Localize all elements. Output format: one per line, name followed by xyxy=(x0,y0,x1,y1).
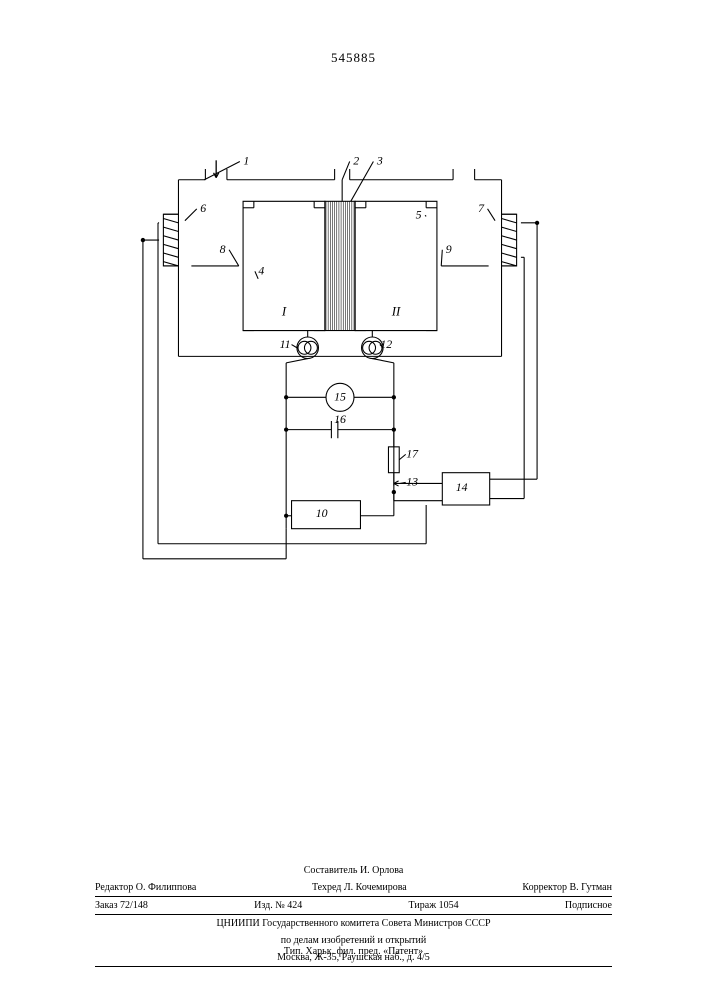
svg-text:7: 7 xyxy=(478,201,485,215)
svg-text:3: 3 xyxy=(376,154,383,168)
svg-text:12: 12 xyxy=(380,337,392,351)
order-row: Заказ 72/148 Изд. № 424 Тираж 1054 Подпи… xyxy=(95,897,612,915)
svg-text:13: 13 xyxy=(406,475,418,489)
compiler-name: И. Орлова xyxy=(360,865,403,876)
order-label: Заказ xyxy=(95,900,118,911)
subscription: Подписное xyxy=(565,898,612,913)
svg-text:15: 15 xyxy=(334,390,346,404)
schematic-diagram: III1234567891011121314151617 xyxy=(130,130,550,600)
compiler-line: Составитель И. Орлова xyxy=(95,862,612,879)
techred-name: Л. Кочемирова xyxy=(344,882,407,893)
typography-line: Тип. Харьк. фил. пред. «Патент» xyxy=(0,946,707,957)
svg-text:6: 6 xyxy=(200,201,206,215)
izd-label: Изд. № xyxy=(254,900,285,911)
corrector-label: Корректор xyxy=(522,882,567,893)
patent-number: 545885 xyxy=(0,50,707,66)
svg-text:8: 8 xyxy=(220,242,226,256)
izd-value: 424 xyxy=(287,900,302,911)
svg-text:2: 2 xyxy=(353,154,359,168)
corrector-name: В. Гутман xyxy=(569,882,612,893)
techred-label: Техред xyxy=(312,882,341,893)
editor-row: Редактор О. Филиппова Техред Л. Кочемиро… xyxy=(95,879,612,897)
compiler-label: Составитель xyxy=(304,865,358,876)
svg-text:10: 10 xyxy=(316,506,328,520)
order-value: 72/148 xyxy=(120,900,148,911)
svg-text:1: 1 xyxy=(243,154,249,168)
svg-text:11: 11 xyxy=(280,337,291,351)
org-line1: ЦНИИПИ Государственного комитета Совета … xyxy=(95,915,612,932)
svg-text:I: I xyxy=(281,303,287,318)
svg-text:4: 4 xyxy=(258,264,264,278)
svg-text:17: 17 xyxy=(406,447,419,461)
editor-name: О. Филиппова xyxy=(136,882,197,893)
svg-text:II: II xyxy=(391,303,401,318)
editor-label: Редактор xyxy=(95,882,133,893)
tirazh-label: Тираж xyxy=(409,900,437,911)
svg-text:14: 14 xyxy=(456,480,468,494)
svg-text:9: 9 xyxy=(446,242,452,256)
tirazh-value: 1054 xyxy=(439,900,459,911)
svg-text:5: 5 xyxy=(416,208,422,222)
svg-text:16: 16 xyxy=(334,412,346,426)
